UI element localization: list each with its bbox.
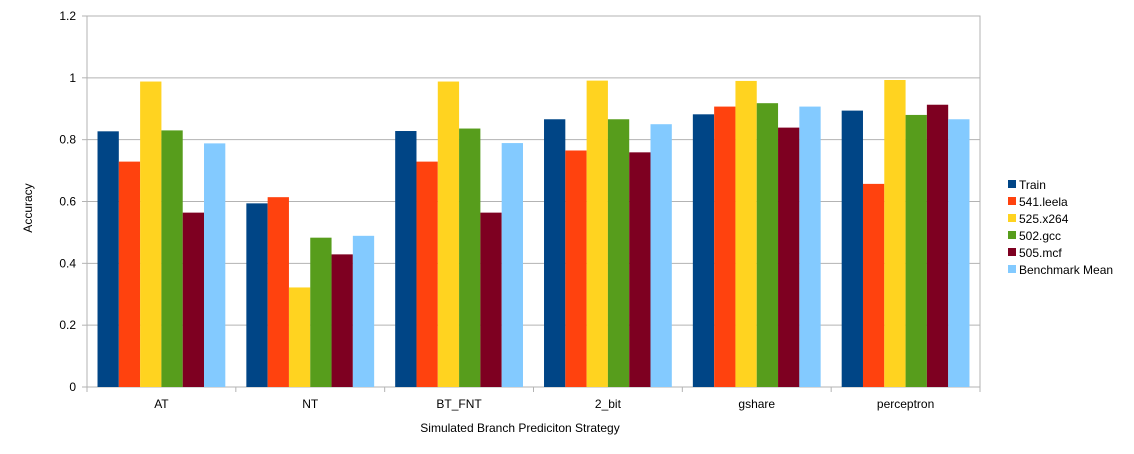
x-tick-label: perceptron bbox=[877, 397, 934, 411]
x-tick-label: gshare bbox=[738, 397, 775, 411]
bar bbox=[544, 119, 566, 388]
x-axis: AT NT BT_FNT 2_bit gshare perceptron bbox=[86, 387, 981, 411]
bar bbox=[714, 106, 736, 388]
bar bbox=[862, 183, 885, 387]
bar bbox=[735, 80, 757, 388]
bar bbox=[97, 131, 119, 387]
legend-swatch bbox=[1008, 180, 1016, 188]
x-tick-label: NT bbox=[302, 397, 319, 411]
y-tick-label: 0.4 bbox=[59, 256, 76, 270]
x-axis-label: Simulated Branch Prediciton Strategy bbox=[420, 421, 619, 435]
bars bbox=[97, 79, 970, 388]
legend-label: 525.x264 bbox=[1019, 212, 1069, 226]
bar bbox=[118, 161, 141, 387]
legend: Train 541.leela 525.x264 502.gcc 505.mcf Benc… bbox=[1008, 178, 1113, 277]
bar bbox=[650, 124, 672, 387]
bar bbox=[182, 212, 205, 387]
y-tick-label: 0 bbox=[69, 380, 76, 394]
legend-label: Benchmark Mean bbox=[1019, 263, 1113, 277]
bar bbox=[799, 106, 821, 388]
bar bbox=[756, 103, 779, 387]
bar bbox=[778, 127, 800, 388]
legend-swatch bbox=[1008, 248, 1016, 256]
bar bbox=[459, 128, 481, 387]
bar bbox=[288, 287, 311, 387]
bar bbox=[948, 119, 970, 388]
gridlines bbox=[87, 77, 980, 326]
legend-label: 541.leela bbox=[1019, 195, 1068, 209]
legend-swatch bbox=[1008, 214, 1016, 222]
bar bbox=[480, 212, 502, 387]
bar bbox=[331, 254, 353, 387]
y-tick-label: 0.2 bbox=[59, 318, 76, 332]
bar bbox=[395, 131, 417, 387]
bar bbox=[246, 203, 268, 387]
legend-label: 502.gcc bbox=[1019, 229, 1061, 243]
x-tick-label: AT bbox=[154, 397, 169, 411]
bar bbox=[841, 110, 863, 387]
legend-swatch bbox=[1008, 231, 1016, 239]
y-axis-label: Accuracy bbox=[21, 183, 35, 232]
legend-swatch bbox=[1008, 197, 1016, 205]
legend-label: 505.mcf bbox=[1019, 246, 1062, 260]
bar bbox=[310, 237, 332, 387]
bar bbox=[565, 150, 587, 387]
y-tick-label: 0.8 bbox=[59, 133, 76, 147]
bar bbox=[352, 235, 375, 387]
bar bbox=[629, 152, 651, 387]
bar bbox=[437, 81, 460, 387]
x-tick-label: BT_FNT bbox=[436, 397, 482, 411]
bar bbox=[204, 143, 226, 387]
x-tick-label: 2_bit bbox=[595, 397, 622, 411]
bar bbox=[692, 114, 715, 387]
bar bbox=[140, 81, 162, 387]
y-tick-label: 1.2 bbox=[59, 9, 76, 23]
y-tick-label: 1 bbox=[69, 71, 76, 85]
y-tick-label: 0.6 bbox=[59, 195, 76, 209]
bar bbox=[501, 143, 523, 387]
bar bbox=[161, 130, 183, 387]
bar bbox=[905, 114, 927, 387]
bar bbox=[926, 104, 949, 387]
bar bbox=[586, 80, 608, 387]
y-axis: 0 0.2 0.4 0.6 0.8 1 1.2 bbox=[59, 9, 87, 394]
legend-swatch bbox=[1008, 265, 1016, 273]
bar bbox=[607, 119, 630, 388]
legend-label: Train bbox=[1019, 178, 1046, 192]
bar bbox=[416, 161, 438, 387]
bar bbox=[267, 197, 289, 387]
bar bbox=[884, 79, 906, 387]
